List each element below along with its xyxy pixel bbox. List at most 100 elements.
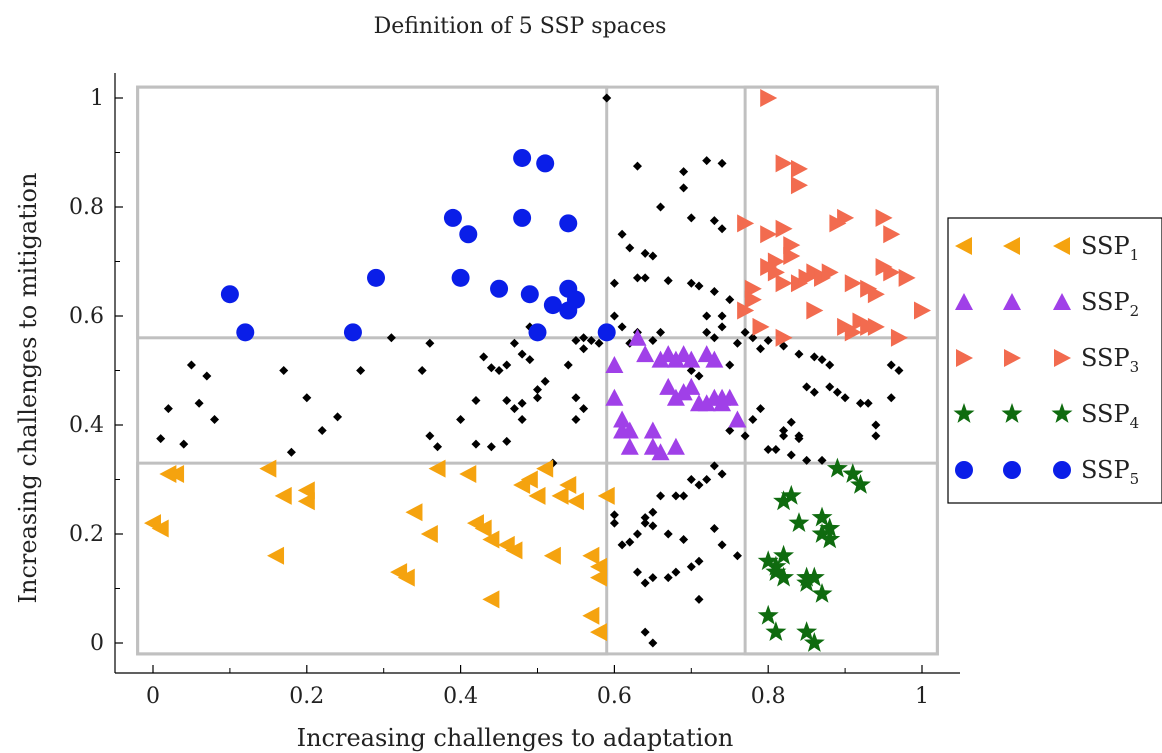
unclassified-point (648, 573, 658, 583)
ssp1-point (590, 623, 608, 642)
unclassified-point (486, 363, 496, 373)
legend-marker-ssp2 (955, 293, 973, 310)
unclassified-point (656, 202, 666, 212)
unclassified-point (748, 415, 758, 425)
ssp1-point (297, 492, 315, 511)
unclassified-point (625, 243, 635, 253)
unclassified-point (763, 445, 773, 455)
unclassified-point (648, 521, 658, 531)
y-tick-label: 0.8 (69, 195, 104, 220)
ssp5-point (236, 323, 255, 342)
unclassified-point (625, 537, 635, 547)
legend-entry-ssp4: SSP4 (953, 400, 1140, 432)
unclassified-point (855, 398, 865, 408)
unclassified-point (640, 273, 650, 283)
ssp-series-points (144, 89, 931, 652)
ssp3-point (775, 219, 793, 238)
legend-marker-ssp3 (1004, 349, 1021, 367)
unclassified-point (156, 434, 166, 444)
ssp5-point (559, 214, 578, 233)
unclassified-point (894, 366, 904, 375)
legend-label-base: SSP (1081, 456, 1130, 484)
ssp3-point (760, 89, 778, 107)
unclassified-point (871, 431, 881, 441)
legend-marker-ssp1 (955, 237, 972, 255)
ssp3-point (898, 268, 916, 287)
ssp3-point (737, 214, 755, 233)
unclassified-point (579, 333, 589, 343)
ssp2-point (666, 388, 685, 406)
unclassified-point (502, 436, 512, 446)
ssp1-point (428, 459, 446, 478)
unclassified-point (679, 167, 689, 177)
ssp1-point (597, 486, 615, 505)
legend-label-base: SSP (1081, 344, 1130, 372)
ssp1-point (259, 459, 277, 478)
ssp4-point (819, 528, 841, 549)
unclassified-point (779, 425, 789, 435)
unclassified-point (632, 273, 642, 283)
unclassified-point (517, 349, 527, 359)
unclassified-point (210, 415, 220, 425)
ssp3-point (867, 317, 885, 336)
unclassified-point (686, 366, 696, 375)
unclassified-point (617, 540, 627, 550)
unclassified-point (825, 382, 835, 392)
ssp2-point (705, 350, 724, 368)
y-tick-label: 0 (90, 631, 104, 656)
legend-marker-ssp3 (956, 349, 973, 367)
legend-marker-ssp1 (1053, 237, 1070, 255)
unclassified-point (302, 393, 312, 403)
ssp4-point (765, 555, 787, 576)
legend-label-subscript: 4 (1130, 414, 1140, 432)
series-ssp4 (757, 457, 871, 652)
ssp2-point (666, 437, 685, 455)
region-box-1 (136, 85, 609, 656)
unclassified-point (571, 415, 581, 425)
ssp5-point (520, 285, 539, 304)
legend-label-subscript: 3 (1130, 358, 1140, 376)
ssp4-point (757, 604, 779, 625)
chart-title: Definition of 5 SSP spaces (374, 14, 667, 39)
ssp4-point (803, 566, 825, 587)
ssp1-point (505, 541, 523, 560)
ssp1-point (474, 519, 492, 538)
unclassified-point (640, 518, 650, 528)
legend-marker-ssp5 (1053, 461, 1071, 479)
unclassified-point (840, 393, 850, 403)
ssp4-point (773, 544, 794, 565)
ssp5-point (459, 225, 478, 244)
unclassified-point (471, 439, 481, 449)
unclassified-point (771, 445, 781, 455)
ssp1-point (582, 606, 600, 625)
unclassified-point (579, 404, 589, 414)
ssp5-point (559, 301, 578, 320)
ssp2-point (636, 345, 655, 363)
unclassified-point (163, 404, 173, 414)
ssp3-point (875, 208, 893, 227)
unclassified-point (186, 360, 196, 370)
unclassified-point (433, 442, 443, 452)
ssp4-point (819, 517, 841, 538)
unclassified-point (871, 420, 881, 430)
unclassified-point (748, 333, 758, 343)
legend-marker-ssp2 (1003, 293, 1021, 310)
unclassified-point (802, 455, 812, 465)
unclassified-point (517, 398, 527, 408)
legend-marker-ssp5 (1003, 461, 1021, 479)
unclassified-point (756, 344, 766, 354)
unclassified-point (571, 393, 581, 403)
legend-label-subscript: 1 (1130, 246, 1140, 264)
unclassified-point (809, 387, 819, 397)
ssp3-point (867, 285, 885, 304)
unclassified-point (863, 398, 873, 408)
unclassified-point (732, 551, 742, 561)
ssp1-point (590, 568, 608, 587)
unclassified-point (509, 404, 519, 414)
x-tick-label: 0.4 (443, 684, 478, 709)
ssp2-point (713, 394, 732, 412)
ssp2-point (628, 328, 647, 346)
unclassified-point (648, 507, 658, 517)
